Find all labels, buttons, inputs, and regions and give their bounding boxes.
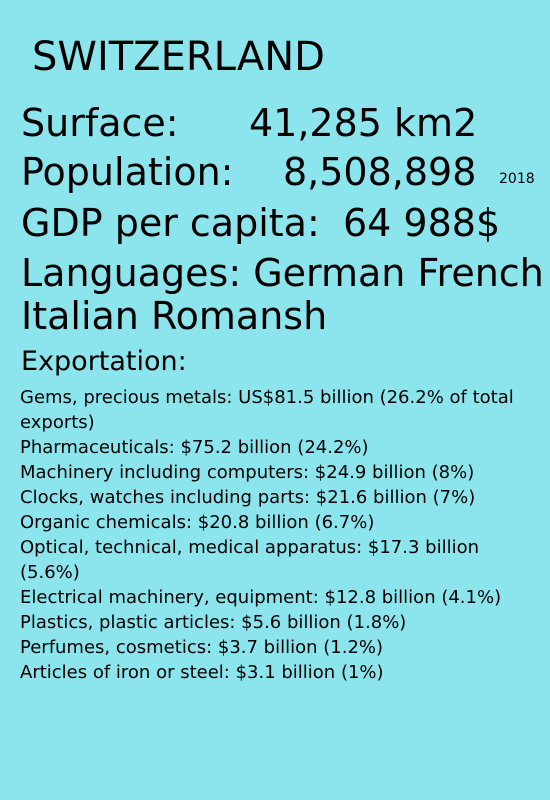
export-item: Machinery including computers: $24.9 bil…: [20, 462, 475, 483]
export-item: Electrical machinery, equipment: $12.8 b…: [20, 587, 502, 608]
population-year: 2018: [499, 171, 535, 187]
exportation-heading: Exportation:: [21, 346, 187, 377]
population-label: Population:: [21, 150, 234, 194]
gdp-per-capita-value: 64 988$: [343, 201, 501, 245]
export-item: Clocks, watches including parts: $21.6 b…: [20, 487, 476, 508]
languages-line-2: Italian Romansh: [21, 294, 328, 338]
export-item: Gems, precious metals: US$81.5 billion (…: [20, 387, 514, 433]
export-item: Articles of iron or steel: $3.1 billion …: [20, 662, 384, 683]
exportation-list: Gems, precious metals: US$81.5 billion (…: [20, 385, 530, 685]
surface-label: Surface:: [21, 101, 179, 145]
gdp-per-capita-label: GDP per capita:: [21, 201, 320, 245]
export-item: Organic chemicals: $20.8 billion (6.7%): [20, 512, 375, 533]
languages-line-1: Languages: German French: [21, 251, 544, 295]
country-title: SWITZERLAND: [32, 34, 325, 80]
population-value: 8,508,898: [283, 150, 477, 194]
surface-value: 41,285 km2: [249, 101, 478, 145]
export-item: Optical, technical, medical apparatus: $…: [20, 537, 479, 583]
export-item: Pharmaceuticals: $75.2 billion (24.2%): [20, 437, 369, 458]
export-item: Plastics, plastic articles: $5.6 billion…: [20, 612, 407, 633]
export-item: Perfumes, cosmetics: $3.7 billion (1.2%): [20, 637, 384, 658]
